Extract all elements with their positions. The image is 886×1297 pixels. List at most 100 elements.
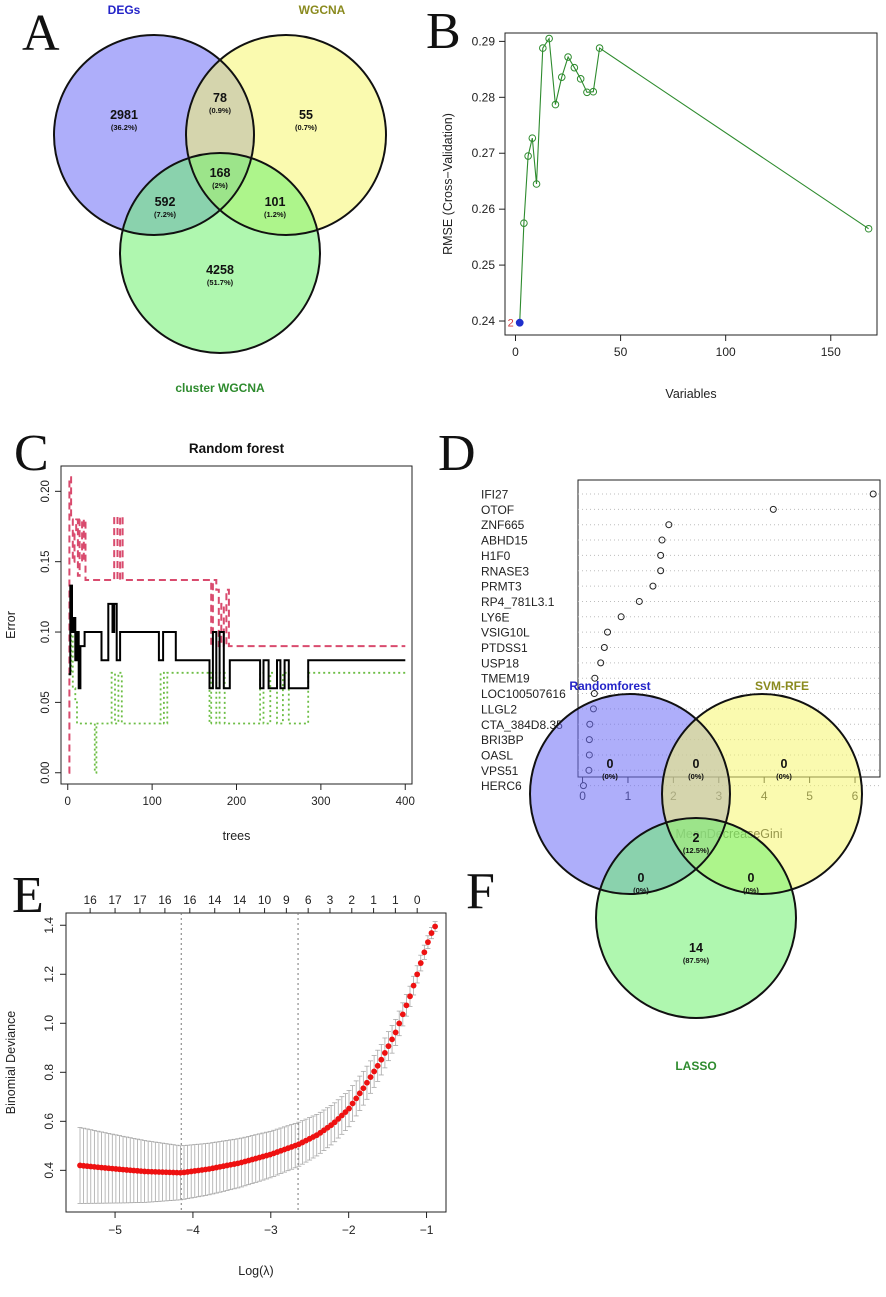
gini-gene-label: TMEM19 <box>481 672 530 686</box>
rf-series-oob <box>68 584 406 690</box>
gini-gene-label: CTA_384D8.35 <box>481 718 563 732</box>
lasso-deviance-point <box>425 939 431 946</box>
rmse-x-tick-label: 50 <box>614 345 628 359</box>
venn-f-set-label-1: Randomforest <box>569 679 650 693</box>
panel-letter-d: D <box>438 425 476 482</box>
gini-point <box>590 690 598 698</box>
rmse-point <box>532 180 541 188</box>
venn-a-region-pct-a: (36.2%) <box>111 123 138 132</box>
gini-gene-label: PRMT3 <box>481 580 522 594</box>
rf-y-tick-label: 0.15 <box>40 550 52 572</box>
lasso-deviance-point <box>392 1029 399 1036</box>
venn-a-set-circle-1 <box>53 34 255 236</box>
rf-series-class-error-1 <box>68 476 406 774</box>
venn-f-region-count-ac: 0 <box>638 871 645 885</box>
lasso-top-tick-label: 1 <box>370 893 377 907</box>
venn-diagram-a: DEGs WGCNA cluster WGCNA 2981(36.2%) 78(0.9%… <box>53 3 387 395</box>
lasso-x-tick-label: −4 <box>186 1223 200 1237</box>
venn-a-set-label-1: DEGs <box>108 3 141 17</box>
rmse-point <box>520 219 528 227</box>
rmse-x-axis-label: Variables <box>665 387 716 401</box>
rmse-best-point-label: 2 <box>508 318 514 330</box>
venn-f-region-count-abc: 2 <box>693 831 700 845</box>
rf-x-tick-label: 100 <box>143 796 162 808</box>
gini-point <box>658 536 666 544</box>
lasso-deviance-point <box>349 1100 356 1107</box>
rmse-point <box>576 75 585 83</box>
gini-point <box>769 505 777 513</box>
gini-point <box>597 659 605 667</box>
rmse-y-tick-label: 0.29 <box>472 34 496 48</box>
lasso-top-tick-label: 0 <box>414 893 421 907</box>
venn-f-set-label-2: SVM-RFE <box>755 679 809 693</box>
rmse-x-tick-label: 0 <box>512 345 519 359</box>
rmse-best-point <box>515 318 524 327</box>
lasso-deviance-point <box>407 993 413 1000</box>
lasso-deviance-point <box>371 1068 378 1075</box>
rmse-point <box>545 34 553 43</box>
venn-f-set-circle-2 <box>661 693 863 895</box>
rmse-point <box>595 44 604 52</box>
gini-gene-label: VSIG10L <box>481 626 530 640</box>
venn-diagram-f: Randomforest SVM-RFELASSO0(0%)0(0%)0(0%)2… <box>529 679 863 1073</box>
venn-a-set-circle-2 <box>185 34 387 236</box>
venn-f-region-count-b: 0 <box>781 757 788 771</box>
lasso-y-axis-label: Binomial Deviance <box>4 1011 18 1115</box>
rmse-y-tick-label: 0.26 <box>472 202 496 216</box>
rf-series-class-error-2 <box>68 631 406 774</box>
lasso-x-tick-label: −1 <box>420 1223 434 1237</box>
panel-letter-b: B <box>426 3 461 60</box>
panel-letter-c: C <box>14 425 49 482</box>
lasso-deviance-point <box>410 982 417 989</box>
lasso-top-tick-label: 1 <box>392 893 399 907</box>
lasso-top-tick-label: 9 <box>283 893 290 907</box>
venn-a-region-pct-bc: (1.2%) <box>264 210 287 219</box>
rmse-point <box>539 44 547 52</box>
lasso-deviance-point <box>378 1056 385 1063</box>
gini-point <box>649 582 657 590</box>
panel-letter-a: A <box>22 5 60 62</box>
lasso-deviance-point <box>374 1062 381 1069</box>
lasso-top-tick-label: 3 <box>327 893 334 907</box>
gini-gene-label: BRI3BP <box>481 733 524 747</box>
venn-a-region-count-bc: 101 <box>265 195 286 209</box>
venn-a-set-label-2: WGCNA <box>299 3 346 17</box>
gini-point <box>657 551 665 559</box>
rmse-x-tick-label: 100 <box>716 345 736 359</box>
venn-a-region-pct-ac: (7.2%) <box>154 210 177 219</box>
venn-a-region-count-a: 2981 <box>110 108 138 122</box>
rmse-point <box>564 53 572 61</box>
venn-a-region-pct-c: (51.7%) <box>207 278 234 287</box>
lasso-y-tick-label: 0.6 <box>42 1113 56 1130</box>
lasso-deviance-point <box>346 1105 352 1112</box>
venn-f-region-pct-bc: (0%) <box>743 886 759 895</box>
random-forest-plot: Random forest 0 100 200 300 400 0.00 0.05 0.10 0.… <box>4 441 415 843</box>
rf-y-tick-label: 0.05 <box>40 691 52 713</box>
venn-f-region-count-ab: 0 <box>693 757 700 771</box>
venn-a-region-pct-b: (0.7%) <box>295 123 318 132</box>
gini-gene-label: HERC6 <box>481 779 522 793</box>
venn-a-region-count-ac: 592 <box>155 195 176 209</box>
rf-x-tick-label: 400 <box>396 796 415 808</box>
lasso-top-tick-label: 14 <box>233 893 247 907</box>
lasso-deviance-point <box>396 1020 403 1027</box>
lasso-top-tick-label: 2 <box>348 893 355 907</box>
venn-a-region-pct-abc: (2%) <box>212 181 228 190</box>
lasso-deviance-point <box>381 1050 388 1056</box>
lasso-deviance-point <box>342 1109 349 1116</box>
gini-point <box>600 644 608 651</box>
rmse-point <box>570 63 579 72</box>
venn-a-set-fill-3 <box>120 153 320 353</box>
panel-letter-e: E <box>12 867 44 924</box>
lasso-x-tick-label: −3 <box>264 1223 278 1237</box>
venn-f-region-pct-abc: (12.5%) <box>683 846 710 855</box>
venn-f-region-pct-a: (0%) <box>602 772 618 781</box>
venn-a-region-count-c: 4258 <box>206 263 234 277</box>
rmse-y-axis-label: RMSE (Cross−Validation) <box>441 113 455 255</box>
lasso-x-tick-label: −5 <box>108 1223 122 1237</box>
gini-gene-label: ZNF665 <box>481 518 525 532</box>
rmse-plot-frame <box>504 32 878 336</box>
rf-x-tick-label: 0 <box>65 796 71 808</box>
